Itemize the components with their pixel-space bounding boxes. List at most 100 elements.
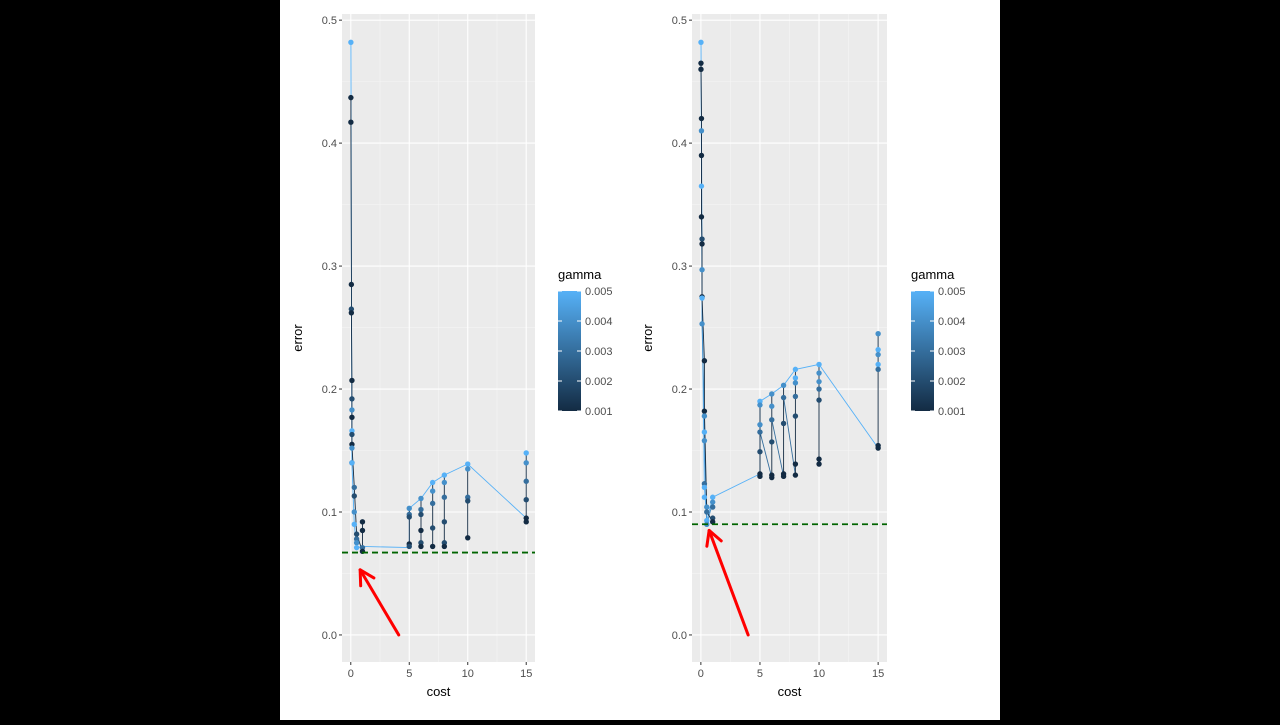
data-point: [418, 506, 424, 513]
data-point: [351, 493, 357, 499]
series-line: [783, 397, 796, 476]
x-tick-label: 15: [520, 668, 532, 680]
data-point: [704, 517, 710, 524]
left-chart-panel: 0.0 0.1 0.2 0.3 0.4 0.5 0 5 10 15 cost error gamma 0.…: [290, 14, 613, 699]
data-point: [698, 39, 704, 45]
data-point: [349, 445, 355, 451]
legend-label: 0.001: [585, 406, 613, 418]
arrow-shaft: [707, 528, 750, 637]
data-point: [792, 472, 799, 478]
data-point: [875, 445, 881, 451]
data-point: [792, 366, 799, 373]
data-point: [701, 481, 708, 487]
data-point: [757, 398, 763, 405]
legend-label: 0.002: [585, 376, 613, 388]
x-tick-label: 5: [406, 668, 412, 680]
x-axis-title: cost: [427, 684, 451, 699]
data-point: [875, 351, 881, 358]
data-point: [348, 306, 355, 312]
data-point: [816, 386, 822, 392]
data-point: [769, 474, 775, 481]
data-point: [699, 295, 705, 301]
data-point: [792, 380, 799, 386]
data-point: [465, 535, 471, 541]
legend-label: 0.005: [938, 286, 966, 298]
data-point: [349, 428, 355, 434]
data-point: [441, 479, 448, 486]
figure-canvas: 0.0 0.1 0.2 0.3 0.4 0.5 0 5 10 15 cost error gamma 0.…: [280, 0, 1000, 720]
data-point: [701, 437, 708, 444]
y-tick-label: 0.2: [672, 384, 687, 396]
data-point: [816, 378, 822, 385]
data-layer: [342, 39, 535, 555]
arrow-shaft: [358, 568, 401, 637]
data-point: [769, 391, 775, 397]
data-point: [429, 488, 436, 494]
data-point: [441, 472, 448, 478]
data-point: [465, 498, 471, 504]
data-point: [816, 397, 822, 403]
data-point: [441, 519, 448, 525]
data-point: [359, 519, 366, 525]
data-point: [699, 321, 705, 327]
data-point: [704, 504, 710, 510]
data-point: [780, 473, 787, 480]
data-point: [359, 544, 366, 551]
data-point: [792, 393, 799, 400]
y-tick-label: 0.1: [672, 507, 687, 519]
data-point: [348, 310, 355, 316]
data-point: [349, 396, 355, 402]
data-point: [353, 540, 360, 546]
legend-label: 0.005: [585, 286, 613, 298]
data-point: [353, 544, 360, 551]
data-point: [349, 460, 355, 466]
y-tick-label: 0.3: [672, 261, 687, 273]
data-point: [698, 66, 704, 73]
data-point: [816, 370, 822, 376]
legend-label: 0.004: [938, 316, 966, 328]
data-point: [699, 267, 705, 273]
data-point: [351, 484, 357, 491]
data-point: [441, 543, 448, 550]
legend-title: gamma: [911, 267, 955, 282]
data-point: [429, 479, 436, 486]
data-point: [698, 214, 705, 220]
x-tick-label: 10: [813, 668, 825, 680]
data-point: [769, 417, 775, 423]
data-point: [465, 466, 471, 472]
data-point: [701, 494, 708, 500]
x-tick-label: 0: [698, 668, 704, 680]
data-point: [348, 94, 354, 101]
data-point: [465, 461, 471, 467]
data-point: [406, 543, 412, 550]
y-tick-label: 0.3: [322, 261, 337, 273]
data-point: [701, 413, 708, 419]
data-point: [349, 407, 355, 413]
x-tick-label: 15: [872, 668, 884, 680]
data-point: [406, 505, 412, 511]
legend-label: 0.003: [938, 346, 966, 358]
data-point: [441, 540, 448, 546]
data-point: [418, 527, 424, 534]
data-point: [875, 330, 881, 337]
legend-label: 0.002: [938, 376, 966, 388]
legend-colorbar: [911, 291, 934, 411]
data-point: [769, 439, 775, 445]
data-point: [792, 413, 799, 419]
data-point: [816, 461, 822, 467]
legend-title: gamma: [558, 267, 602, 282]
data-point: [701, 358, 708, 364]
data-point: [757, 429, 763, 435]
series-line: [771, 419, 785, 477]
data-point: [780, 382, 787, 389]
data-point: [348, 39, 354, 45]
data-point: [406, 514, 412, 520]
data-point: [523, 515, 529, 521]
data-point: [780, 420, 787, 427]
data-point: [757, 449, 763, 455]
data-point: [709, 499, 716, 505]
data-point: [780, 394, 787, 401]
y-tick-label: 0.4: [322, 138, 337, 150]
y-axis-title: error: [290, 324, 305, 352]
y-axis-title: error: [640, 324, 655, 352]
